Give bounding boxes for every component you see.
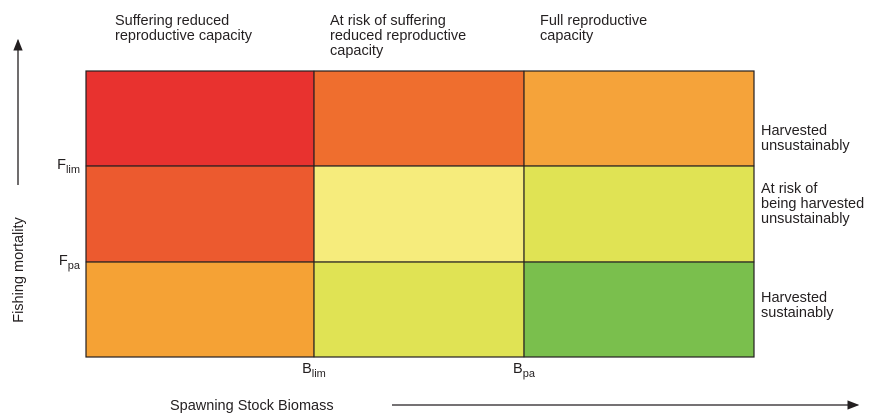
row-label: Harvested — [761, 290, 827, 306]
threshold-label: Bpa — [513, 361, 536, 380]
matrix-cell — [523, 70, 755, 167]
row-label: At risk of — [761, 181, 818, 197]
threshold-symbol: B — [513, 361, 523, 377]
column-header: Full reproductive — [540, 13, 647, 29]
row-label: being harvested — [761, 196, 864, 212]
column-header: Suffering reduced — [115, 13, 229, 29]
threshold-label: Fpa — [59, 253, 81, 272]
threshold-subscript: pa — [523, 368, 536, 380]
threshold-symbol: F — [59, 253, 68, 269]
column-header: capacity — [330, 43, 384, 59]
matrix-cell — [313, 165, 525, 263]
y-axis-label: Fishing mortality — [11, 216, 27, 322]
threshold-label: Flim — [57, 157, 80, 176]
threshold-symbol: F — [57, 157, 66, 173]
matrix-cell — [85, 70, 315, 167]
matrix-cell — [85, 261, 315, 358]
matrix-cell — [523, 165, 755, 263]
row-label: unsustainably — [761, 138, 850, 154]
matrix-cell — [523, 261, 755, 358]
threshold-subscript: lim — [66, 164, 80, 176]
matrix-cell — [313, 261, 525, 358]
column-header: reduced reproductive — [330, 28, 466, 44]
threshold-label: Blim — [302, 361, 326, 380]
matrix-cell — [85, 165, 315, 263]
row-label: Harvested — [761, 123, 827, 139]
threshold-subscript: pa — [68, 260, 81, 272]
matrix-cell — [313, 70, 525, 167]
x-axis-label: Spawning Stock Biomass — [170, 398, 334, 413]
column-header: reproductive capacity — [115, 28, 253, 44]
row-label: unsustainably — [761, 211, 850, 227]
threshold-symbol: B — [302, 361, 312, 377]
column-header: capacity — [540, 28, 594, 44]
threshold-subscript: lim — [312, 368, 326, 380]
row-label: sustainably — [761, 305, 834, 321]
column-header: At risk of suffering — [330, 13, 446, 29]
